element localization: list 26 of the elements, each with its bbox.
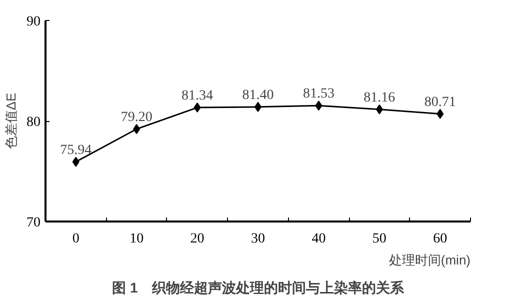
point [133, 124, 140, 134]
x-tick-label: 10 [130, 232, 144, 246]
point [315, 100, 322, 111]
data-label: 75.94 [60, 142, 92, 158]
data-label: 81.40 [242, 88, 274, 103]
data-label: 80.71 [424, 94, 456, 110]
y-tick-label: 80 [26, 115, 40, 130]
x-tick-label: 50 [372, 232, 386, 246]
x-tick-label: 0 [72, 232, 80, 246]
point [194, 102, 201, 113]
caption: 图 1 织物经超声波处理的时间与上染率的关系 [112, 280, 405, 296]
y-tick-label: 90 [26, 14, 40, 30]
y-tick-label: 70 [26, 216, 40, 230]
data-label: 81.16 [364, 90, 396, 106]
x-tick-label: 60 [433, 232, 448, 246]
x-tick-label: 30 [251, 232, 265, 246]
point [72, 156, 80, 167]
data-label: 79.20 [120, 110, 152, 126]
point [376, 104, 383, 114]
data-label: 81.34 [182, 88, 214, 104]
y-axis-title: 色差值ΔE [4, 92, 18, 150]
x-axis-title: 处理时间(min) [388, 252, 471, 268]
point [436, 108, 444, 119]
data-label: 81.53 [302, 86, 334, 102]
x-tick-label: 20 [190, 232, 204, 246]
x-tick-label: 40 [312, 232, 326, 246]
